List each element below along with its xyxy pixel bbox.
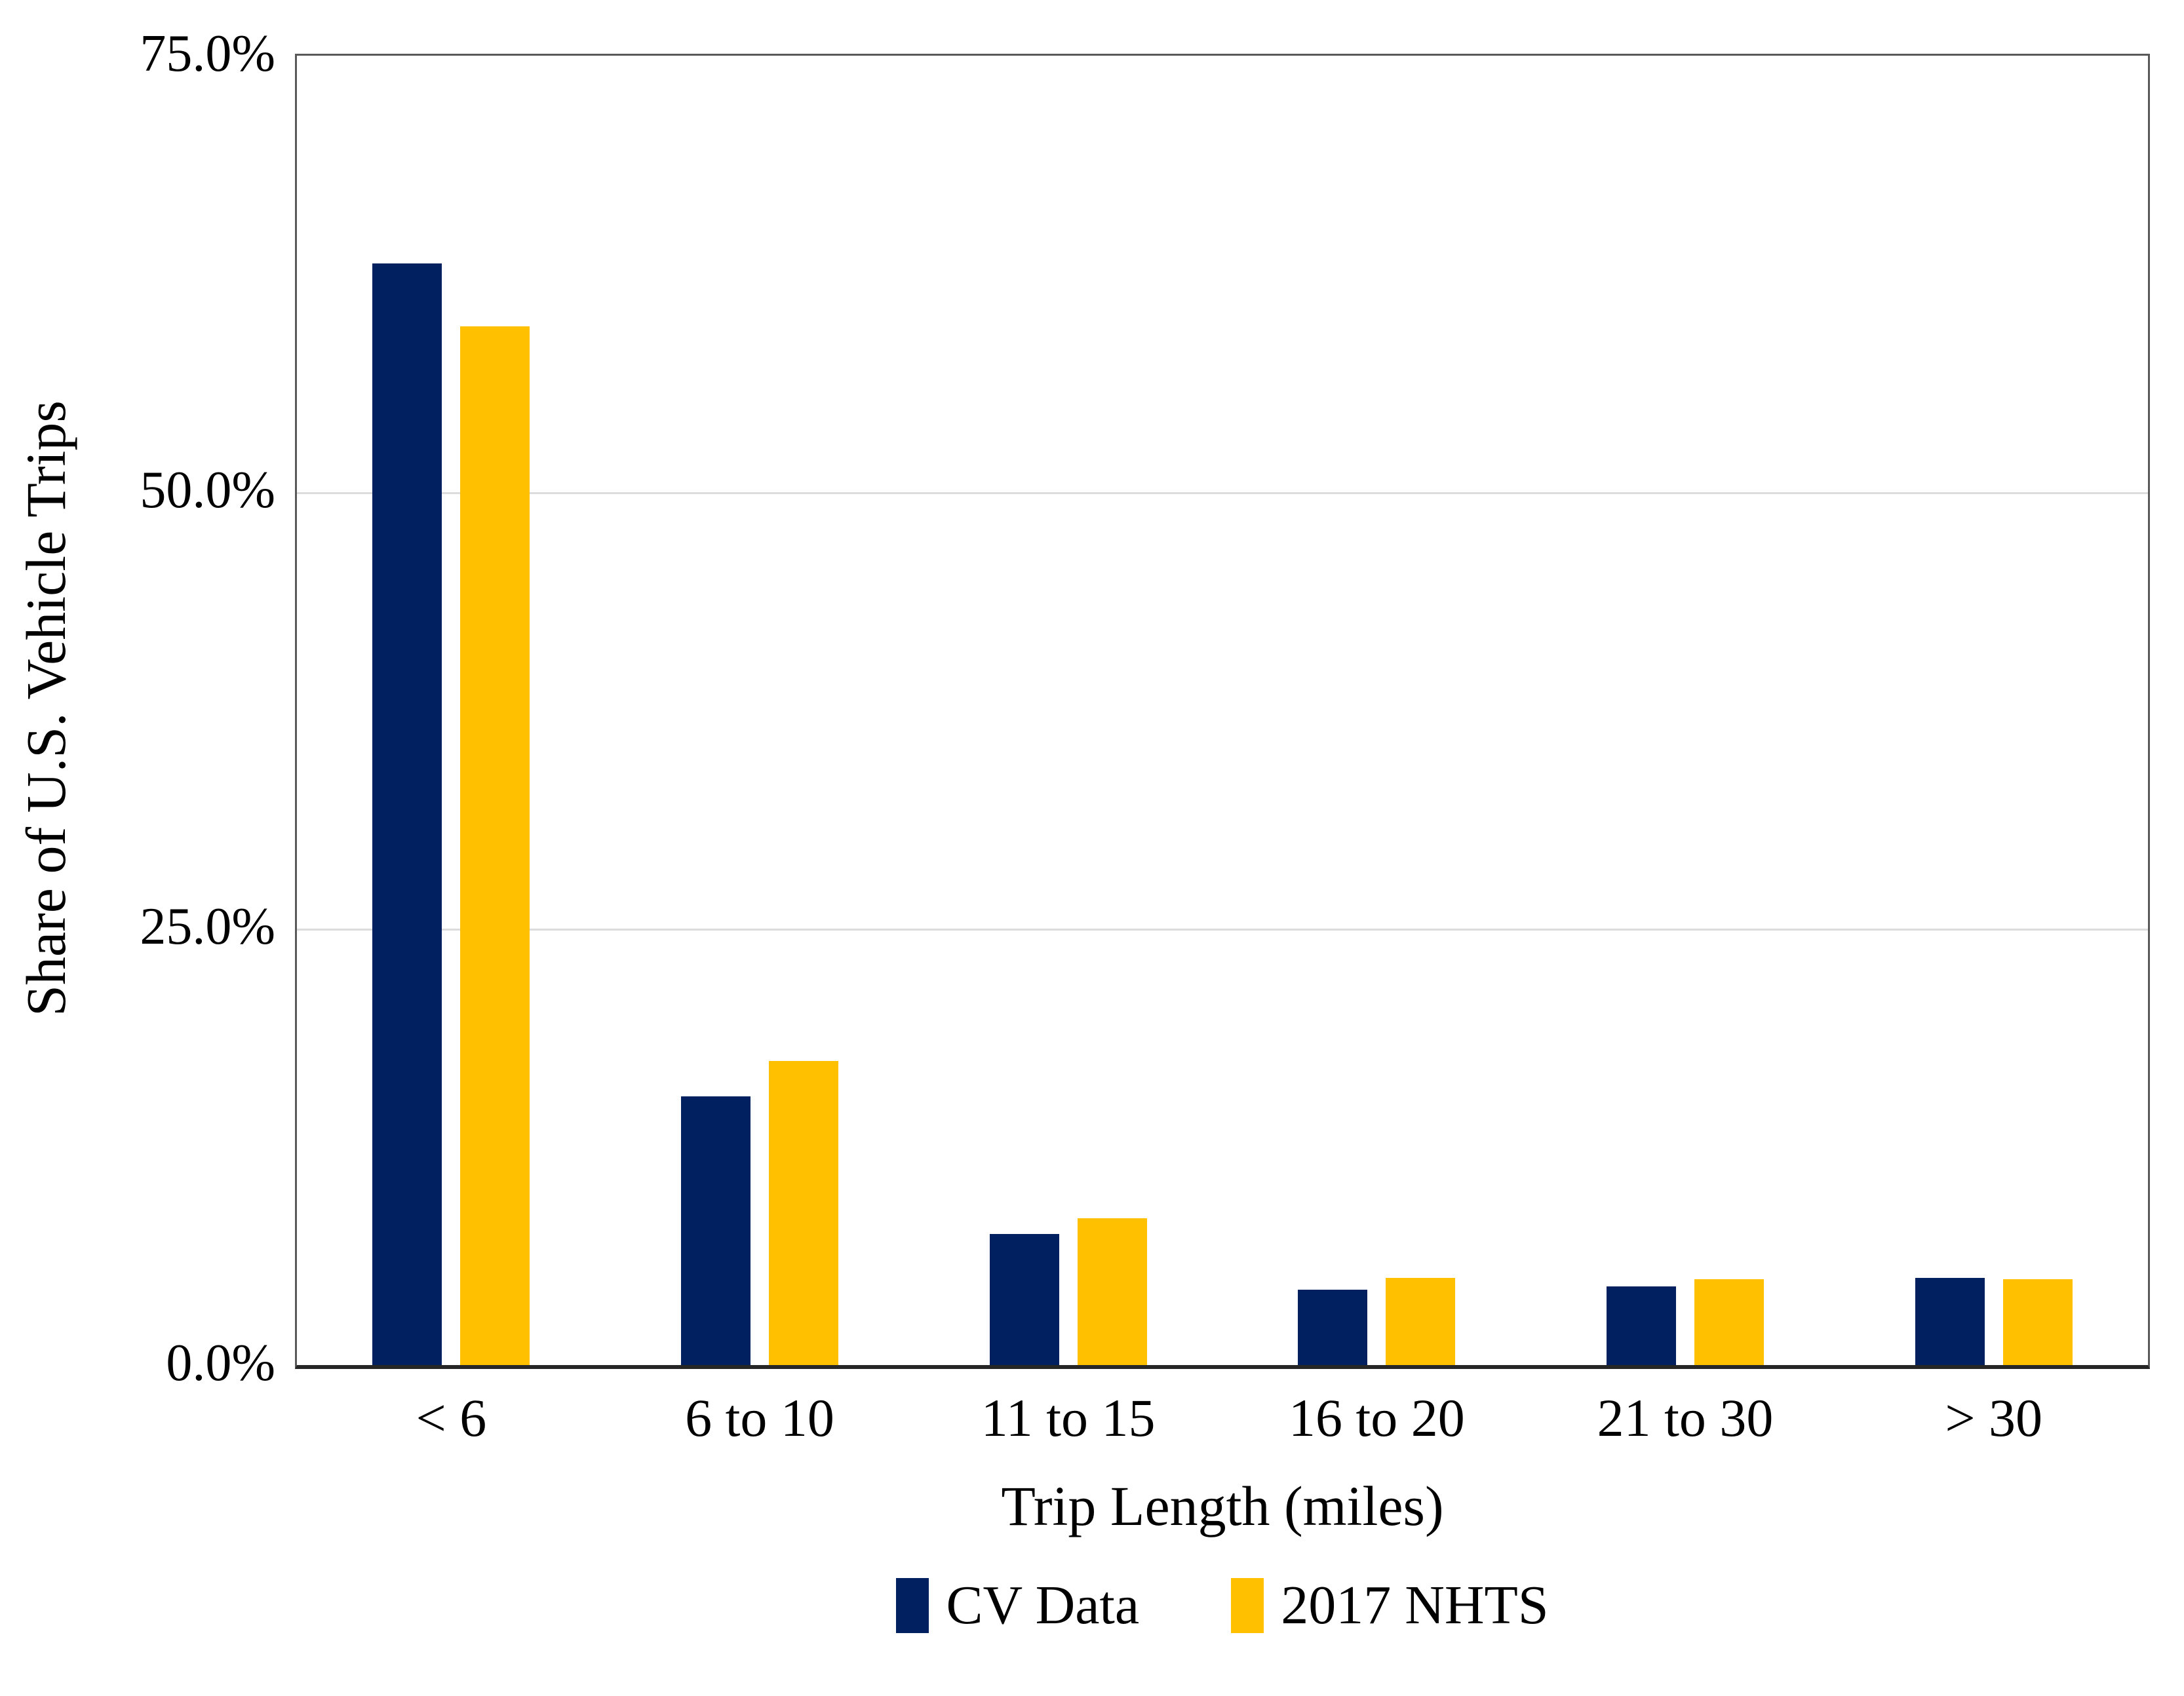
x-tick-label-1: 6 to 10 [685,1388,834,1448]
legend-swatch-cv-data [896,1578,929,1633]
bar-group-4: 21 to 30 [1531,56,1840,1448]
bar-cv-data-5 [1915,1277,1985,1365]
bar-group-5: > 30 [1839,56,2148,1448]
bar-group-0: < 6 [297,56,606,1448]
bar-group-1: 6 to 10 [606,56,914,1448]
x-tick-label-3: 16 to 20 [1288,1388,1465,1448]
bar-2017-nhts-0 [460,326,530,1365]
legend-item-cv-data: CV Data [896,1578,1139,1633]
y-tick-label-75: 75.0% [140,25,275,83]
y-tick-label-50: 50.0% [140,461,275,519]
bar-group-3: 16 to 20 [1222,56,1531,1448]
bar-cv-data-4 [1607,1286,1677,1365]
x-tick-label-5: > 30 [1945,1388,2043,1448]
y-axis-title: Share of U.S. Vehicle Trips [14,400,78,1016]
bar-2017-nhts-1 [769,1061,838,1365]
bar-cv-data-1 [681,1096,751,1365]
legend: CV Data 2017 NHTS [295,1578,2150,1633]
x-tick-label-2: 11 to 15 [981,1388,1156,1448]
bar-group-2: 11 to 15 [914,56,1222,1448]
bar-2017-nhts-5 [2002,1279,2073,1365]
y-tick-label-0: 0.0% [166,1334,275,1392]
bar-cv-data-3 [1298,1290,1368,1365]
plot-area: < 6 6 to 10 11 to 15 16 to 20 21 to 30 > 30 [295,54,2150,1448]
legend-item-2017-nhts: 2017 NHTS [1231,1575,1549,1636]
x-tick-label-4: 21 to 30 [1597,1388,1774,1448]
bar-2017-nhts-3 [1386,1277,1456,1365]
legend-label-2017-nhts: 2017 NHTS [1281,1575,1549,1636]
y-axis-title-wrap: Share of U.S. Vehicle Trips [7,0,85,1417]
bar-2017-nhts-2 [1077,1218,1147,1365]
gridline-25 [297,929,2148,931]
bar-cv-data-0 [372,263,442,1365]
x-tick-label-0: < 6 [416,1388,487,1448]
bar-cv-data-2 [989,1234,1059,1365]
gridline-50 [297,492,2148,494]
legend-label-cv-data: CV Data [946,1575,1140,1636]
bar-2017-nhts-4 [1694,1279,1765,1365]
y-tick-label-25: 25.0% [140,898,275,955]
x-axis-title: Trip Length (miles) [1001,1474,1444,1537]
legend-swatch-2017-nhts [1231,1578,1264,1633]
